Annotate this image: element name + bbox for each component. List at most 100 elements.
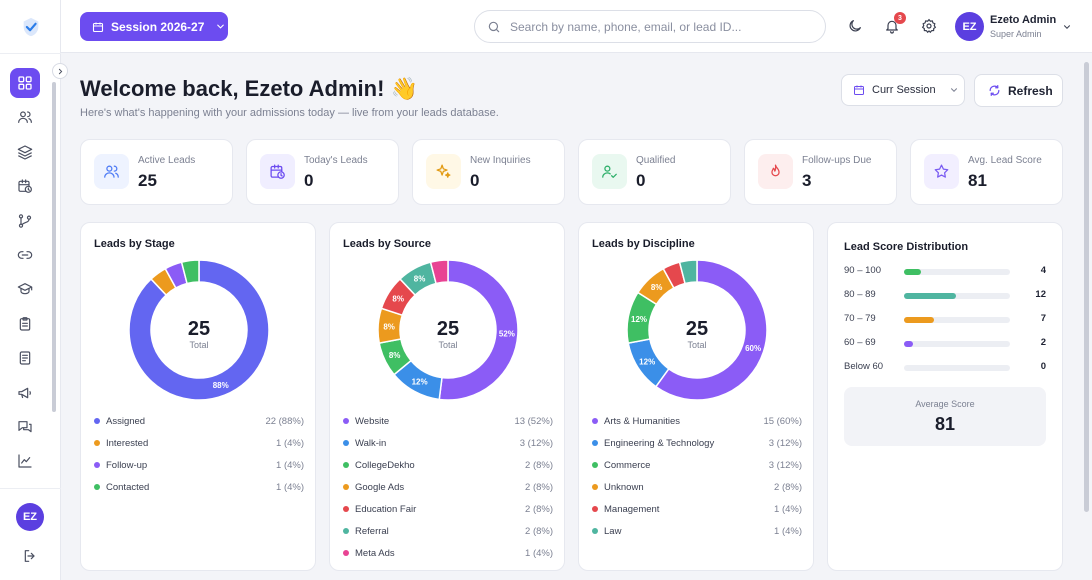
- legend-value: 3 (12%): [768, 437, 802, 449]
- score-range-label: 90 – 100: [844, 265, 881, 276]
- legend-item[interactable]: Commerce 3 (12%): [592, 454, 802, 476]
- legend-item[interactable]: Management 1 (4%): [592, 498, 802, 520]
- donut-slice[interactable]: [180, 259, 200, 285]
- legend-value: 1 (4%): [525, 547, 553, 559]
- legend-value: 1 (4%): [276, 437, 304, 449]
- donut-slice[interactable]: [438, 259, 519, 401]
- donut-slice[interactable]: [128, 259, 270, 401]
- legend-color-dot: [592, 462, 598, 468]
- legend-item[interactable]: Law 1 (4%): [592, 520, 802, 542]
- donut-center-value: 25: [188, 318, 210, 340]
- logout-icon[interactable]: [22, 548, 38, 564]
- donut-slice[interactable]: [429, 259, 449, 285]
- messages-icon: [18, 421, 32, 433]
- user-check-icon: [602, 165, 617, 178]
- stat-card-qualified[interactable]: Qualified 0: [578, 139, 731, 205]
- stat-card-active-leads[interactable]: Active Leads 25: [80, 139, 233, 205]
- session-label: Session 2026-27: [111, 19, 205, 34]
- user-avatar[interactable]: EZ: [955, 12, 984, 41]
- legend-item[interactable]: Referral 2 (8%): [343, 520, 553, 542]
- stat-label: Qualified: [636, 155, 676, 166]
- sidebar-collapse-button[interactable]: [52, 63, 68, 79]
- sidebar-item-analytics[interactable]: [10, 446, 40, 476]
- layers-icon: [17, 145, 33, 160]
- user-menu-chevron-down-icon[interactable]: [1062, 22, 1072, 32]
- stat-value: 3: [802, 171, 812, 190]
- score-range-label: 60 – 69: [844, 337, 876, 348]
- legend-color-dot: [343, 506, 349, 512]
- stat-label: Avg. Lead Score: [968, 155, 1042, 166]
- sidebar-item-followups[interactable]: [10, 171, 40, 201]
- logo-check-icon[interactable]: [20, 16, 42, 38]
- legend-item[interactable]: CollegeDekho 2 (8%): [343, 454, 553, 476]
- sidebar-avatar[interactable]: EZ: [16, 503, 44, 531]
- stat-card-avg-lead-score[interactable]: Avg. Lead Score 81: [910, 139, 1063, 205]
- legend-label: Education Fair: [355, 503, 417, 515]
- legend-item[interactable]: Assigned 22 (88%): [94, 410, 304, 432]
- legend-color-dot: [592, 528, 598, 534]
- legend-item[interactable]: Google Ads 2 (8%): [343, 476, 553, 498]
- legend-value: 1 (4%): [276, 459, 304, 471]
- settings-button[interactable]: [920, 17, 938, 35]
- stat-card-followups-due[interactable]: Follow-ups Due 3: [744, 139, 897, 205]
- legend-item[interactable]: Interested 1 (4%): [94, 432, 304, 454]
- stat-value: 25: [138, 171, 157, 190]
- notifications-button[interactable]: 3: [883, 12, 906, 35]
- sidebar-item-pipeline[interactable]: [10, 206, 40, 236]
- legend-item[interactable]: Unknown 2 (8%): [592, 476, 802, 498]
- donut-slice[interactable]: [654, 259, 768, 401]
- legend-label: Walk-in: [355, 437, 387, 449]
- sidebar-item-tasks[interactable]: [10, 309, 40, 339]
- sidebar-item-integrations[interactable]: [10, 240, 40, 270]
- score-bar-track: [904, 365, 1010, 371]
- slice-percent-label: 8%: [392, 294, 404, 303]
- sidebar-item-users[interactable]: [10, 102, 40, 132]
- calendar-clock-icon: [270, 164, 285, 179]
- theme-toggle-button[interactable]: [846, 17, 864, 35]
- sidebar: EZ: [0, 0, 61, 580]
- sidebar-item-dashboard[interactable]: [10, 68, 40, 98]
- slice-percent-label: 12%: [412, 378, 428, 387]
- chevron-down-icon: [950, 88, 957, 92]
- stat-value: 0: [304, 171, 314, 190]
- search-box: [474, 10, 826, 43]
- legend-label: Google Ads: [355, 481, 405, 493]
- search-input[interactable]: [510, 19, 810, 34]
- calendar-icon: [92, 22, 104, 32]
- legend-color-dot: [343, 418, 349, 424]
- legend-item[interactable]: Contacted 1 (4%): [94, 476, 304, 498]
- session-selector-button[interactable]: Session 2026-27: [80, 12, 228, 41]
- legend-item[interactable]: Engineering & Technology 3 (12%): [592, 432, 802, 454]
- slice-percent-label: 12%: [631, 315, 647, 324]
- legend-item[interactable]: Website 13 (52%): [343, 410, 553, 432]
- legend-item[interactable]: Walk-in 3 (12%): [343, 432, 553, 454]
- current-session-select[interactable]: Curr Session: [841, 74, 965, 106]
- legend-value: 3 (12%): [519, 437, 553, 449]
- sidebar-item-reports[interactable]: [10, 343, 40, 373]
- stat-card-new-inquiries[interactable]: New Inquiries 0: [412, 139, 565, 205]
- legend-item[interactable]: Arts & Humanities 15 (60%): [592, 410, 802, 432]
- sidebar-item-messages[interactable]: [10, 412, 40, 442]
- legend-value: 2 (8%): [525, 503, 553, 515]
- chevron-right-icon: [58, 68, 62, 74]
- chart-legend: Arts & Humanities 15 (60%) Engineering & T…: [592, 410, 802, 542]
- stat-card-todays-leads[interactable]: Today's Leads 0: [246, 139, 399, 205]
- sidebar-item-courses[interactable]: [10, 274, 40, 304]
- legend-item[interactable]: Meta Ads 1 (4%): [343, 542, 553, 564]
- sidebar-item-programs[interactable]: [10, 137, 40, 167]
- legend-item[interactable]: Follow-up 1 (4%): [94, 454, 304, 476]
- legend-item[interactable]: Education Fair 2 (8%): [343, 498, 553, 520]
- bell-icon: [886, 20, 898, 34]
- score-row: 80 – 89 12: [844, 289, 1048, 303]
- refresh-button[interactable]: Refresh: [974, 74, 1063, 107]
- legend-color-dot: [592, 506, 598, 512]
- user-name[interactable]: Ezeto Admin: [990, 14, 1057, 26]
- donut-slice[interactable]: [678, 259, 698, 285]
- sidebar-scrollbar[interactable]: [52, 82, 56, 412]
- stat-value: 0: [636, 171, 646, 190]
- sidebar-item-campaigns[interactable]: [10, 378, 40, 408]
- notification-badge: 3: [894, 12, 906, 24]
- score-count: 4: [1040, 265, 1046, 276]
- main-scrollbar[interactable]: [1084, 62, 1089, 512]
